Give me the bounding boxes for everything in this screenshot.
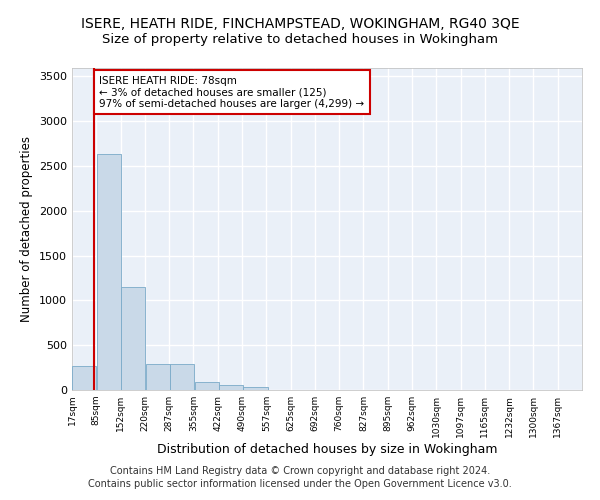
Bar	[121, 287, 145, 390]
Text: ISERE, HEATH RIDE, FINCHAMPSTEAD, WOKINGHAM, RG40 3QE: ISERE, HEATH RIDE, FINCHAMPSTEAD, WOKING…	[80, 18, 520, 32]
Bar	[194, 382, 219, 390]
Text: ISERE HEATH RIDE: 78sqm
← 3% of detached houses are smaller (125)
97% of semi-de: ISERE HEATH RIDE: 78sqm ← 3% of detached…	[99, 76, 364, 109]
Bar	[170, 364, 194, 390]
Bar	[72, 366, 96, 390]
Bar	[146, 364, 170, 390]
Bar	[219, 385, 243, 390]
Y-axis label: Number of detached properties: Number of detached properties	[20, 136, 34, 322]
Bar	[97, 154, 121, 390]
Bar	[244, 387, 268, 390]
X-axis label: Distribution of detached houses by size in Wokingham: Distribution of detached houses by size …	[157, 442, 497, 456]
Text: Size of property relative to detached houses in Wokingham: Size of property relative to detached ho…	[102, 32, 498, 46]
Text: Contains HM Land Registry data © Crown copyright and database right 2024.: Contains HM Land Registry data © Crown c…	[110, 466, 490, 476]
Text: Contains public sector information licensed under the Open Government Licence v3: Contains public sector information licen…	[88, 479, 512, 489]
